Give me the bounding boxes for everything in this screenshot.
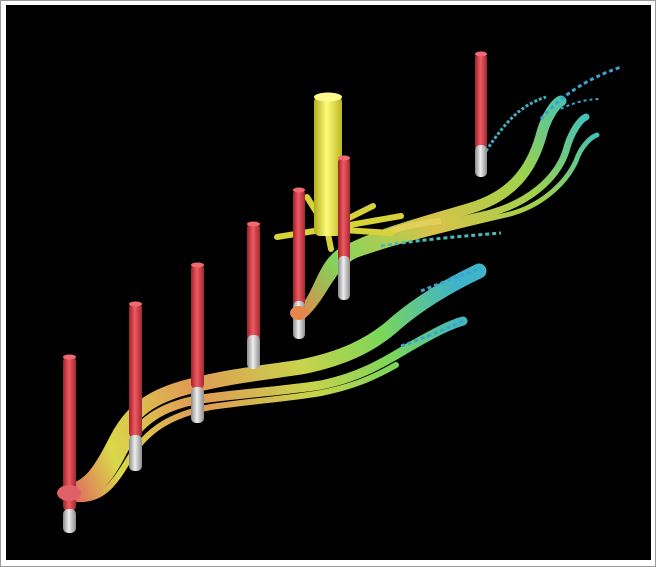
streamline-back-tail-1 [539, 65, 622, 120]
well-3[interactable] [191, 262, 204, 424]
well-1-junction [57, 485, 81, 501]
well-3-liner [191, 387, 204, 423]
well-2-casing [129, 303, 142, 438]
streamline-scene [57, 51, 622, 534]
platform-column [314, 96, 342, 236]
platform-top [314, 92, 342, 102]
streamline-back-main [295, 95, 567, 319]
streamline-front-main [61, 263, 487, 499]
well-7[interactable] [475, 51, 487, 178]
well-2-liner [129, 435, 142, 471]
streamline-front-tail-2 [420, 267, 482, 293]
well-6-liner [338, 256, 350, 300]
well-4[interactable] [247, 221, 260, 370]
streamline-front-3 [73, 362, 399, 503]
injector-platform[interactable] [274, 92, 404, 252]
well-1-casing [63, 356, 76, 511]
streamline-group-front [61, 263, 487, 503]
3d-viewport[interactable] [6, 5, 651, 560]
streamline-front-2 [68, 316, 468, 501]
well-4-casing [247, 223, 260, 341]
well-7-liner [475, 145, 487, 177]
well-7-casing [475, 53, 487, 151]
streamline-back-tail-2 [560, 98, 602, 110]
well-5-casing [293, 189, 305, 307]
streamline-back-2 [299, 113, 590, 317]
streamline-back-tail-4 [380, 231, 502, 248]
streamline-back-tail-3 [484, 95, 547, 152]
well-1[interactable] [63, 354, 76, 534]
well-4-liner [247, 335, 260, 369]
well-2[interactable] [129, 301, 142, 472]
well-3-casing [191, 264, 204, 389]
well-5[interactable] [290, 187, 308, 340]
well-1-liner [63, 509, 76, 533]
well-6[interactable] [338, 155, 350, 301]
